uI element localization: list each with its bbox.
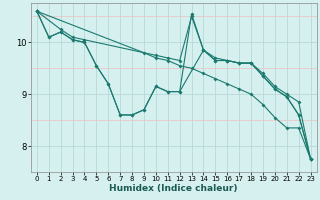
X-axis label: Humidex (Indice chaleur): Humidex (Indice chaleur) xyxy=(109,184,238,193)
